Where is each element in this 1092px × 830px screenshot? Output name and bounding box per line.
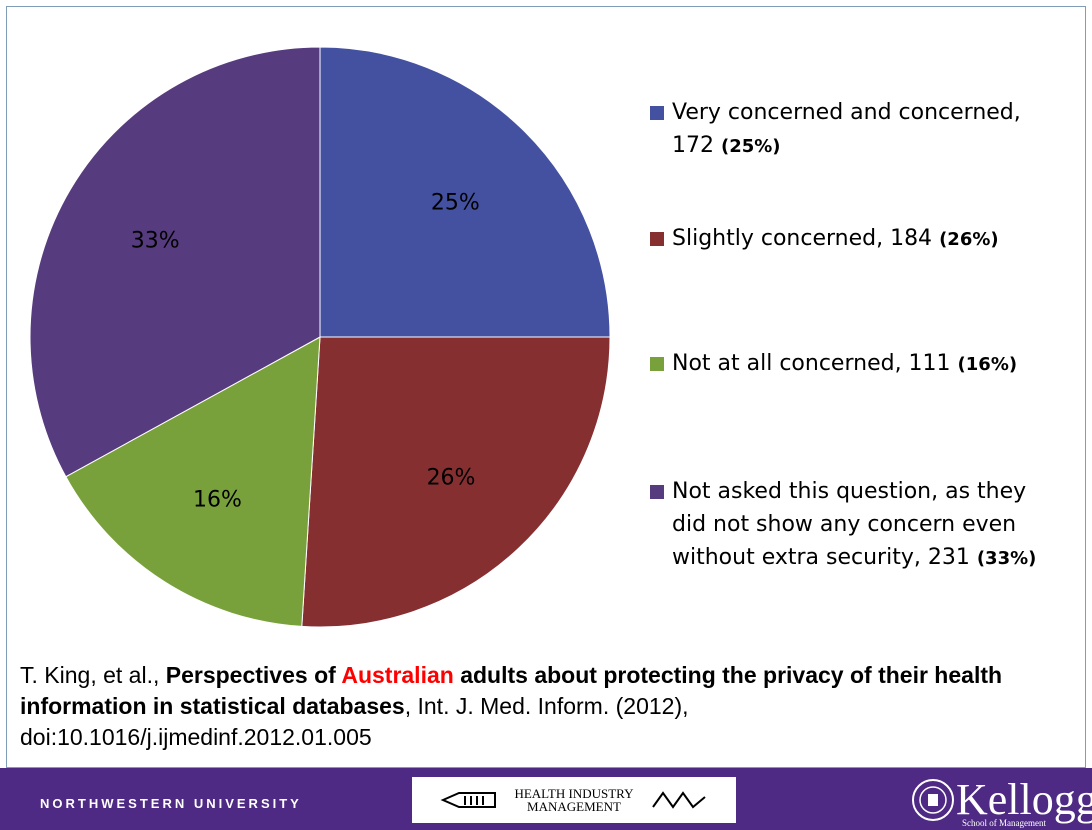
him-left-mark-icon [440,792,496,808]
northwestern-university-label: NORTHWESTERN UNIVERSITY [40,796,302,811]
legend-label: Very concerned and concerned, 172 (25%) [672,100,1021,158]
legend-item-not-concerned: Not at all concerned, 111 (16%) [650,347,1072,381]
kellogg-subtitle: School of Management [962,818,1046,828]
legend-label: Not at all concerned, 111 (16%) [672,351,1018,376]
legend-swatch [650,357,664,371]
kellogg-logo: Kellogg School of Management [910,772,1092,828]
citation-title-highlight: Australian [341,662,454,688]
citation-journal: , Int. J. Med. Inform. (2012), [404,693,689,719]
pie-slice-label-1: 26% [427,466,476,491]
pie-slice-label-2: 16% [193,488,242,513]
kellogg-seal-icon [912,779,954,821]
legend-label: Slightly concerned, 184 (26%) [672,226,999,251]
citation-title-part1: Perspectives of [165,662,342,688]
pie-slice-label-0: 25% [431,191,480,216]
legend-item-not-asked: Not asked this question, as they did not… [650,475,1072,575]
him-right-mark-icon [652,791,706,809]
legend-swatch [650,106,664,120]
legend-label: Not asked this question, as they did not… [672,479,1037,570]
pie-slice-2 [65,336,321,627]
pie-slice-1 [301,336,611,628]
health-industry-management-logo: HEALTH INDUSTRY MANAGEMENT [412,777,736,823]
footer-bar: NORTHWESTERN UNIVERSITY HEALTH INDUSTRY … [0,768,1092,830]
pie-chart: 25% 26% 16% 33% [29,46,611,628]
citation: T. King, et al., Perspectives of Austral… [20,660,1080,753]
pie-slice-0 [319,46,611,338]
legend-item-slightly-concerned: Slightly concerned, 184 (26%) [650,222,1072,256]
citation-doi: doi:10.1016/j.ijmedinf.2012.01.005 [20,724,372,750]
pie-slice-3 [29,46,321,478]
him-logo-text: HEALTH INDUSTRY MANAGEMENT [514,786,634,814]
legend-swatch [650,485,664,499]
legend-item-very-concerned: Very concerned and concerned, 172 (25%) [650,96,1072,163]
legend-swatch [650,232,664,246]
citation-title-part2: adults about protecting the privacy of t… [20,662,1003,719]
kellogg-wordmark: Kellogg [956,775,1092,824]
citation-authors: T. King, et al., [20,662,166,688]
pie-slice-label-3: 33% [131,229,180,254]
